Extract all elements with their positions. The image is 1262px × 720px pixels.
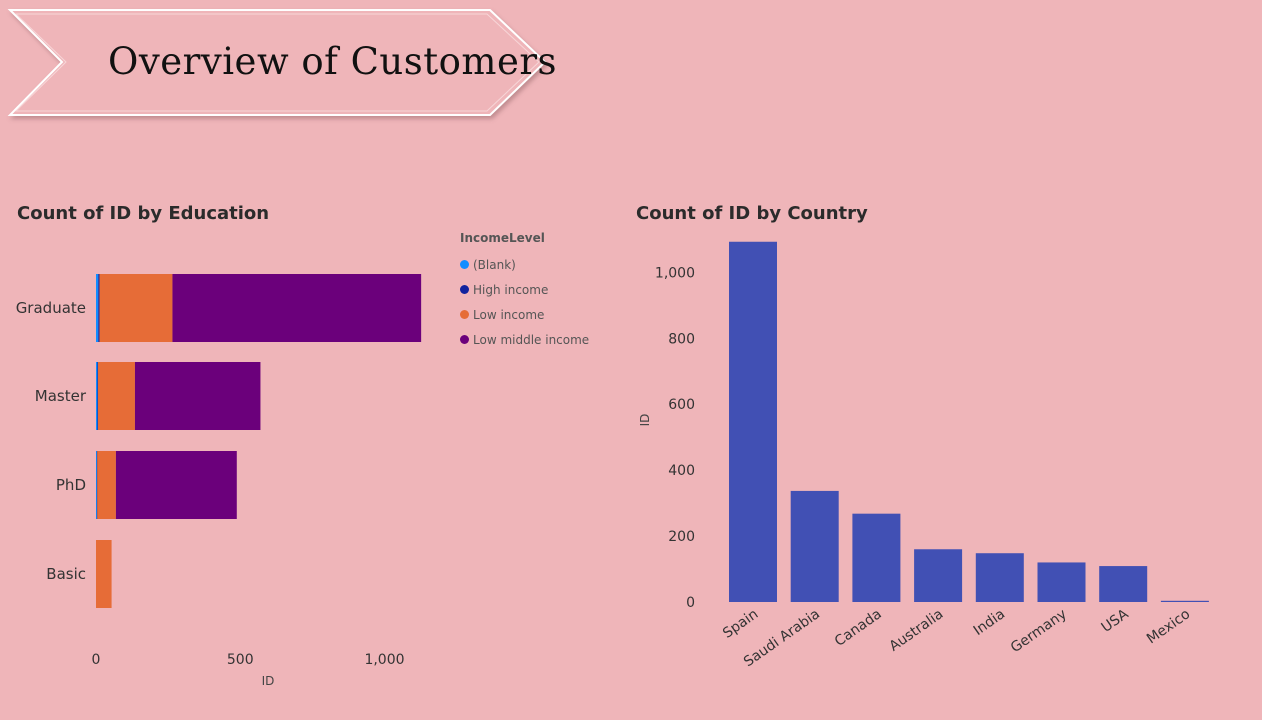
- page-title: Overview of Customers: [108, 40, 558, 83]
- banner-shape: [7, 9, 547, 116]
- y-tick-label: 200: [668, 529, 695, 545]
- bar-segment: [96, 540, 112, 608]
- category-label: USA: [1099, 606, 1132, 636]
- x-tick-label: 1,000: [364, 652, 404, 668]
- category-label: Canada: [832, 606, 885, 650]
- bar-segment: [98, 362, 135, 430]
- bar-segment: [172, 274, 422, 342]
- category-label: Master: [35, 387, 87, 405]
- legend-label: Low income: [473, 307, 545, 322]
- legend-item-low-middle-income[interactable]: Low middle income: [460, 327, 589, 352]
- y-tick-label: 400: [668, 463, 695, 479]
- education-chart-title: Count of ID by Education: [17, 203, 270, 224]
- legend-dot-icon: [460, 285, 469, 294]
- category-label: Spain: [720, 606, 761, 642]
- bar: [1099, 566, 1148, 602]
- legend-dot-icon: [460, 335, 469, 344]
- bar: [1160, 600, 1209, 602]
- y-axis-title: ID: [638, 414, 652, 427]
- bar-segment: [97, 451, 116, 519]
- category-label: Mexico: [1144, 606, 1193, 647]
- bar-segment: [115, 451, 237, 519]
- category-label: PhD: [56, 476, 86, 494]
- bar-segment: [96, 451, 98, 519]
- y-tick-label: 1,000: [655, 265, 695, 281]
- category-label: Germany: [1008, 606, 1070, 656]
- education-bar-chart: Graduate Master PhD Basic 0 500 1,000 ID: [16, 274, 422, 688]
- country-chart-title: Count of ID by Country: [636, 203, 868, 224]
- legend-label: Low middle income: [473, 332, 590, 347]
- legend-label: (Blank): [473, 257, 516, 272]
- bar-segment: [98, 274, 100, 342]
- bar-segment: [96, 362, 98, 430]
- bar-segment: [96, 274, 99, 342]
- legend-title: IncomeLevel: [460, 231, 545, 245]
- y-tick-label: 800: [668, 331, 695, 347]
- income-level-legend: IncomeLevel (Blank) High income Low inco…: [460, 231, 589, 352]
- legend-dot-icon: [460, 260, 469, 269]
- bar-segment: [99, 274, 173, 342]
- bar: [852, 513, 901, 602]
- legend-dot-icon: [460, 310, 469, 319]
- bar: [975, 553, 1024, 602]
- bar: [790, 490, 839, 602]
- x-axis-title: ID: [262, 674, 275, 688]
- category-label: Basic: [46, 565, 86, 583]
- bar: [914, 549, 963, 602]
- category-label: India: [971, 606, 1008, 639]
- legend-item-blank[interactable]: (Blank): [460, 252, 589, 277]
- y-tick-label: 600: [668, 397, 695, 413]
- x-tick-label: 0: [92, 652, 101, 668]
- legend-item-high-income[interactable]: High income: [460, 277, 589, 302]
- header-banner: Overview of Customers: [0, 0, 560, 130]
- y-tick-label: 0: [686, 595, 695, 611]
- category-label: Australia: [886, 606, 946, 655]
- category-label: Graduate: [16, 299, 86, 317]
- legend-label: High income: [473, 282, 549, 297]
- bar: [1037, 562, 1086, 602]
- bar: [729, 241, 777, 602]
- legend-item-low-income[interactable]: Low income: [460, 302, 589, 327]
- bar-segment: [134, 362, 261, 430]
- x-tick-label: 500: [227, 652, 254, 668]
